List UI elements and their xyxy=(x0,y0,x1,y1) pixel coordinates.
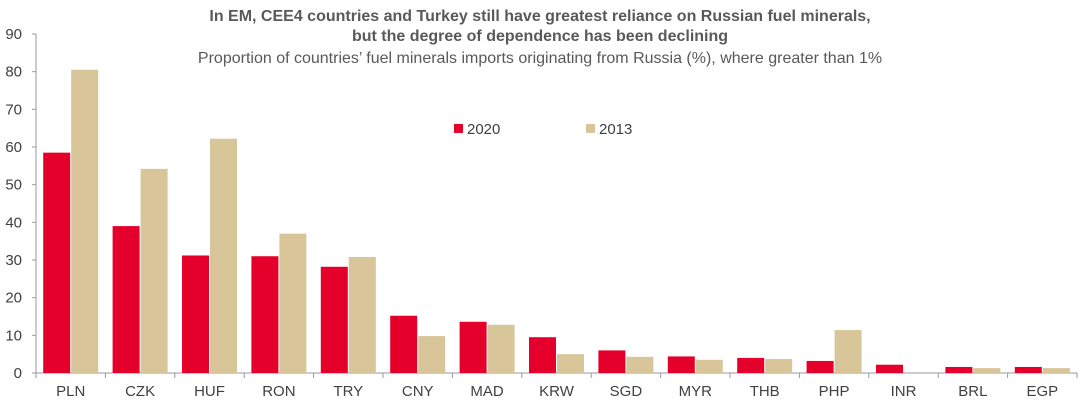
y-tick-label: 20 xyxy=(5,290,22,307)
bar-2013-CZK xyxy=(140,168,168,373)
bar-2020-RON xyxy=(251,256,279,373)
bar-2020-THB xyxy=(737,357,765,373)
x-tick-label: PLN xyxy=(56,383,85,400)
y-tick-label: 60 xyxy=(5,139,22,156)
bar-2020-MAD xyxy=(459,321,487,373)
bar-2013-HUF xyxy=(210,138,237,373)
bar-2013-PHP xyxy=(834,330,862,373)
x-tick-label: KRW xyxy=(539,383,575,400)
bar-2020-BRL xyxy=(945,366,973,373)
y-tick-label: 10 xyxy=(5,327,22,344)
y-tick-label: 0 xyxy=(14,365,22,382)
legend-label-2020: 2020 xyxy=(467,121,500,138)
bar-2013-SGD xyxy=(626,356,654,373)
bar-2013-BRL xyxy=(973,368,1001,373)
bar-2013-MAD xyxy=(487,324,515,373)
x-tick-label: MAD xyxy=(470,383,504,400)
bar-2013-RON xyxy=(279,233,307,373)
x-tick-label: CZK xyxy=(125,383,155,400)
legend-label-2013: 2013 xyxy=(599,121,632,138)
y-tick-label: 40 xyxy=(5,214,22,231)
x-tick-label: THB xyxy=(750,383,780,400)
bar-2020-SGD xyxy=(598,350,626,373)
x-tick-label: HUF xyxy=(194,383,225,400)
bar-2020-KRW xyxy=(529,337,556,373)
bar-2020-INR xyxy=(876,364,903,373)
bar-2020-CNY xyxy=(390,315,418,373)
legend-swatch-2020 xyxy=(454,124,463,133)
chart-subtitle: Proportion of countries’ fuel minerals i… xyxy=(197,50,883,67)
bar-2013-PLN xyxy=(71,69,99,374)
y-tick-label: 70 xyxy=(5,101,22,118)
x-tick-label: EGP xyxy=(1026,383,1058,400)
legend-swatch-2013 xyxy=(586,124,595,133)
bar-2020-TRY xyxy=(320,266,348,373)
bar-2020-PLN xyxy=(43,152,71,373)
y-tick-label: 30 xyxy=(5,252,22,269)
x-tick-label: SGD xyxy=(610,383,643,400)
x-tick-label: RON xyxy=(262,383,295,400)
bar-2013-EGP xyxy=(1042,368,1070,373)
bar-2020-MYR xyxy=(667,356,695,373)
y-tick-label: 90 xyxy=(5,26,22,43)
x-tick-label: INR xyxy=(891,383,917,400)
bar-2013-MYR xyxy=(695,359,723,373)
x-tick-label: CNY xyxy=(402,383,434,400)
bar-2020-CZK xyxy=(112,226,140,373)
bar-2020-HUF xyxy=(182,255,209,373)
bar-2013-THB xyxy=(765,359,793,373)
chart-title-line2: but the degree of dependence has been de… xyxy=(351,28,729,45)
x-tick-label: BRL xyxy=(958,383,987,400)
y-tick-label: 80 xyxy=(5,64,22,81)
bar-2013-CNY xyxy=(418,336,446,373)
bar-2020-PHP xyxy=(806,360,834,373)
bar-2020-EGP xyxy=(1014,366,1042,373)
chart-title: In EM, CEE4 countries and Turkey still h… xyxy=(209,8,871,25)
x-tick-label: MYR xyxy=(679,383,713,400)
x-tick-label: PHP xyxy=(819,383,850,400)
x-tick-label: TRY xyxy=(333,383,363,400)
y-tick-label: 50 xyxy=(5,177,22,194)
bar-2013-KRW xyxy=(557,354,584,373)
bar-2013-TRY xyxy=(348,256,376,373)
